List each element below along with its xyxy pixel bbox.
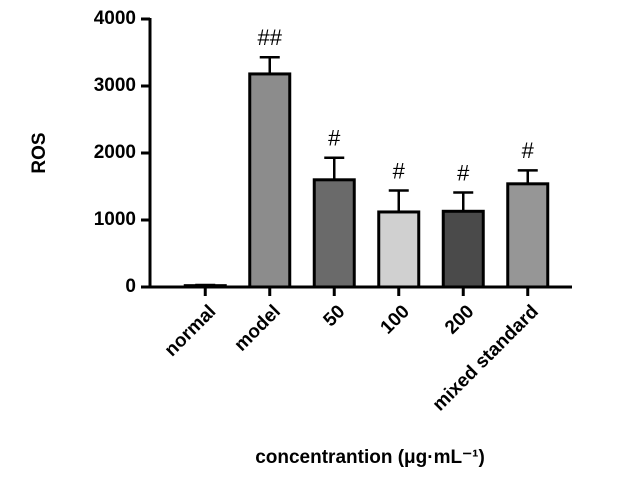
annotation: # <box>328 126 341 151</box>
bar <box>377 210 421 289</box>
bar <box>312 178 356 289</box>
y-tick-label: 2000 <box>94 142 136 163</box>
y-tick-label: 1000 <box>94 209 136 230</box>
annotation: # <box>522 138 535 163</box>
x-tick-label: model <box>230 301 284 355</box>
bar <box>183 284 227 289</box>
y-axis-label: ROS <box>29 132 50 173</box>
y-tick-label: 4000 <box>94 8 136 29</box>
bar <box>248 72 292 289</box>
annotation: # <box>457 160 470 185</box>
annotation: # <box>393 158 406 183</box>
x-tick-label: 200 <box>441 301 478 338</box>
x-tick-label: 100 <box>377 301 414 338</box>
y-tick-label: 0 <box>125 276 136 297</box>
y-tick-label: 3000 <box>94 75 136 96</box>
annotation: ## <box>258 25 283 50</box>
bar <box>441 209 485 289</box>
bar <box>506 182 550 289</box>
x-tick-label: normal <box>161 301 221 361</box>
x-axis-label: concentrantion (μg·mL⁻¹) <box>255 447 485 468</box>
x-tick-label: 50 <box>320 301 350 331</box>
